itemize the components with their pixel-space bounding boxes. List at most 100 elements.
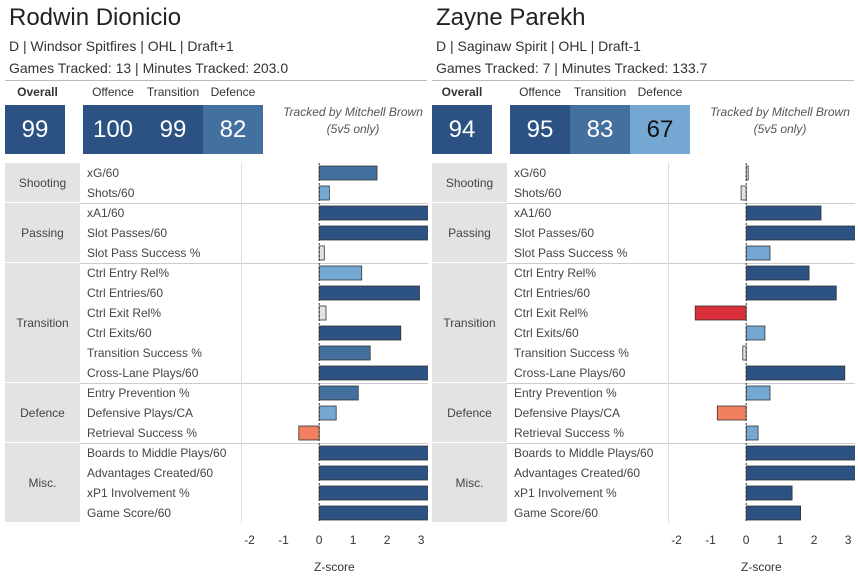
metric-label: Entry Prevention % — [87, 386, 190, 400]
tracked-scope: (5v5 only) — [326, 122, 380, 136]
metric-label: Advantages Created/60 — [87, 466, 214, 480]
bar-boards-to-middle-plays-60 — [318, 445, 428, 461]
tracked-by: Tracked by Mitchell Brown — [710, 105, 850, 119]
metric-label: Retrieval Success % — [87, 426, 198, 440]
x-tick-label: -2 — [671, 533, 682, 547]
category-separator — [80, 383, 428, 384]
bar-retrieval-success- — [298, 425, 320, 441]
bar-advantages-created-60 — [318, 465, 428, 481]
metric-label: Entry Prevention % — [514, 386, 617, 400]
metric-label: xG/60 — [514, 166, 547, 180]
metric-label: Game Score/60 — [514, 506, 599, 520]
bar-ctrl-entry-rel- — [745, 265, 810, 281]
games-tracked: Games Tracked: 7 | Minutes Tracked: 133.… — [436, 60, 708, 76]
metric-label: Retrieval Success % — [514, 426, 625, 440]
bar-retrieval-success- — [745, 425, 759, 441]
tracked-scope: (5v5 only) — [753, 122, 807, 136]
bar-xp1-involvement- — [745, 485, 793, 501]
player-panel-right: Zayne Parekh D | Saginaw Spirit | OHL | … — [432, 0, 857, 577]
bar-slot-pass-success- — [318, 245, 325, 261]
tracked-by-note: Tracked by Mitchell Brown (5v5 only) — [700, 104, 858, 138]
tracked-by-note: Tracked by Mitchell Brown (5v5 only) — [273, 104, 433, 138]
category-passing: Passing — [432, 203, 507, 263]
transition-label: Transition — [573, 85, 627, 99]
transition-score: 83 — [570, 105, 630, 154]
metric-label: Slot Passes/60 — [514, 226, 595, 240]
overall-label: Overall — [441, 85, 483, 99]
x-axis-title: Z-score — [314, 560, 355, 574]
category-transition: Transition — [432, 263, 507, 383]
metric-label: Boards to Middle Plays/60 — [514, 446, 654, 460]
category-separator — [507, 263, 855, 264]
x-tick-label: -1 — [705, 533, 716, 547]
defence-score: 82 — [203, 105, 263, 154]
category-shooting: Shooting — [432, 163, 507, 203]
bar-advantages-created-60 — [745, 465, 855, 481]
offence-score: 95 — [510, 105, 570, 154]
category-separator — [507, 443, 855, 444]
category-separator — [80, 263, 428, 264]
overall-score: 99 — [5, 105, 65, 154]
metric-label: Ctrl Exit Rel% — [87, 306, 162, 320]
metric-label: xA1/60 — [514, 206, 552, 220]
bar-cross-lane-plays-60 — [745, 365, 846, 381]
x-tick-label: 0 — [315, 533, 323, 547]
games-tracked: Games Tracked: 13 | Minutes Tracked: 203… — [9, 60, 289, 76]
bar-slot-passes-60 — [745, 225, 855, 241]
x-tick-label: 1 — [349, 533, 357, 547]
x-tick-label: 2 — [383, 533, 391, 547]
player-panel-left: Rodwin Dionicio D | Windsor Spitfires | … — [5, 0, 430, 577]
category-transition: Transition — [5, 263, 80, 383]
divider — [5, 80, 427, 81]
transition-score: 99 — [143, 105, 203, 154]
metric-label: Ctrl Exits/60 — [514, 326, 579, 340]
metric-label: xA1/60 — [87, 206, 125, 220]
metric-label: Transition Success % — [514, 346, 629, 360]
metric-label: Shots/60 — [87, 186, 135, 200]
bar-xa1-60 — [745, 205, 822, 221]
category-separator — [507, 203, 855, 204]
category-separator — [80, 443, 428, 444]
bar-game-score-60 — [318, 505, 428, 521]
bar-transition-success- — [318, 345, 371, 361]
x-tick-label: 1 — [776, 533, 784, 547]
bar-xg-60 — [318, 165, 378, 181]
bar-cross-lane-plays-60 — [318, 365, 428, 381]
x-axis-title: Z-score — [741, 560, 782, 574]
x-tick-label: 0 — [742, 533, 750, 547]
metric-label: Transition Success % — [87, 346, 202, 360]
category-passing: Passing — [5, 203, 80, 263]
bar-ctrl-exits-60 — [318, 325, 402, 341]
player-info: D | Saginaw Spirit | OHL | Draft-1 — [436, 38, 641, 54]
bar-entry-prevention- — [745, 385, 771, 401]
x-tick-label: 2 — [810, 533, 818, 547]
x-tick-label: -1 — [278, 533, 289, 547]
category-misc: Misc. — [5, 443, 80, 523]
category-misc: Misc. — [432, 443, 507, 523]
transition-label: Transition — [146, 85, 200, 99]
offence-label: Offence — [519, 85, 561, 99]
metric-label: xG/60 — [87, 166, 120, 180]
metric-label: Advantages Created/60 — [514, 466, 641, 480]
metrics-grid: Shooting xG/60 Shots/60 Passing xA1/60 Slot P… — [432, 163, 855, 524]
bar-game-score-60 — [745, 505, 801, 521]
metric-label: xP1 Involvement % — [514, 486, 617, 500]
metric-label: Slot Pass Success % — [514, 246, 628, 260]
bar-ctrl-exit-rel- — [318, 305, 327, 321]
metric-label: Ctrl Entry Rel% — [514, 266, 597, 280]
offence-score: 100 — [83, 105, 143, 154]
category-defence: Defence — [5, 383, 80, 443]
metric-label: xP1 Involvement % — [87, 486, 190, 500]
overall-label: Overall — [17, 85, 58, 99]
x-tick-label: 3 — [844, 533, 852, 547]
x-tick-label: -2 — [244, 533, 255, 547]
metric-label: Cross-Lane Plays/60 — [514, 366, 626, 380]
overall-score: 94 — [432, 105, 492, 154]
bar-shots-60 — [318, 185, 330, 201]
category-shooting: Shooting — [5, 163, 80, 203]
tracked-by: Tracked by Mitchell Brown — [283, 105, 423, 119]
defence-label: Defence — [210, 85, 256, 99]
metric-label: Defensive Plays/CA — [87, 406, 194, 420]
category-separator — [80, 203, 428, 204]
bar-boards-to-middle-plays-60 — [745, 445, 855, 461]
